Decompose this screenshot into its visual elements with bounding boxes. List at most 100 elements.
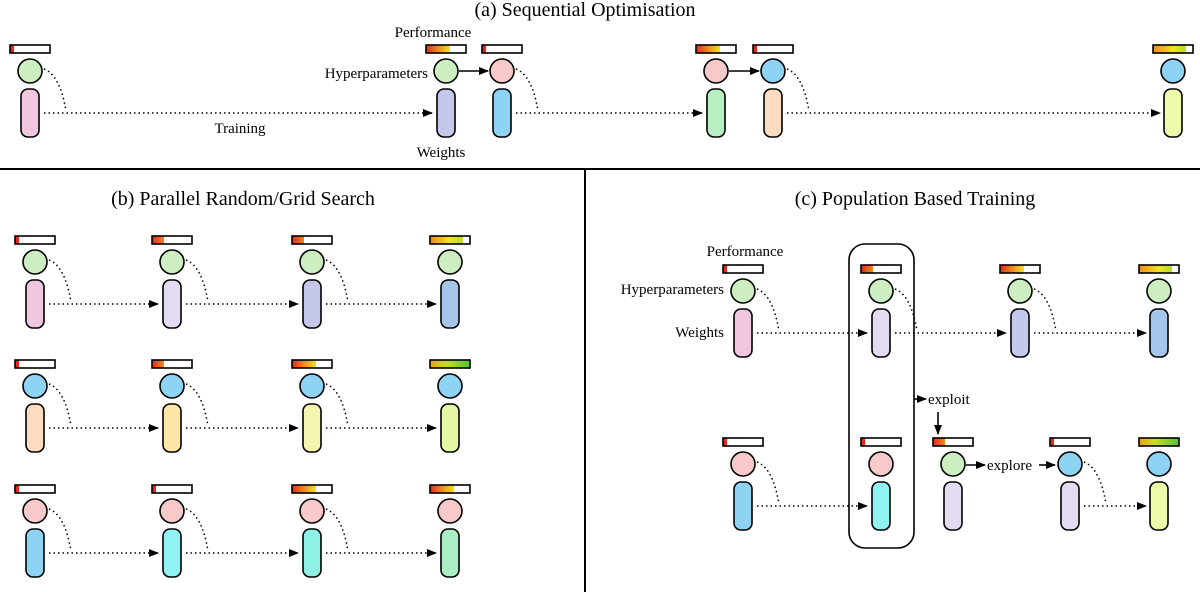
performance-bar — [429, 484, 471, 494]
performance-bar — [425, 44, 467, 54]
weights-node — [943, 481, 963, 531]
hyperparameter-node — [730, 451, 756, 477]
performance-fill — [152, 485, 156, 493]
performance-fill — [723, 265, 727, 273]
performance-fill — [152, 236, 164, 244]
weights-node — [436, 88, 456, 138]
explore-label: explore — [987, 458, 1032, 474]
performance-bar — [14, 235, 56, 245]
performance-bar — [1152, 44, 1194, 54]
performance-fill — [1050, 438, 1054, 446]
performance-bar — [151, 359, 193, 369]
performance-bar — [1138, 437, 1180, 447]
performance-fill — [1000, 265, 1024, 273]
hyperparameter-influence-curve — [185, 259, 209, 303]
performance-bar — [429, 359, 471, 369]
hyperparameter-influence-curve — [515, 68, 539, 112]
performance-bar — [999, 264, 1041, 274]
hyperparameter-influence-curve — [185, 508, 209, 552]
hyperparameter-influence-curve — [786, 68, 810, 112]
hyperparameter-node — [868, 278, 894, 304]
weights-node — [733, 308, 753, 358]
hyperparameter-node — [17, 58, 43, 84]
hyperparameter-node — [433, 58, 459, 84]
hyperparameter-node — [22, 249, 48, 275]
hyperparameter-node — [299, 498, 325, 524]
panel-c-title: (c) Population Based Training — [795, 188, 1036, 210]
weights-node — [763, 88, 783, 138]
hyperparameter-influence-curve — [1033, 288, 1057, 332]
weights-node — [706, 88, 726, 138]
performance-fill — [10, 45, 14, 53]
performance-bar — [291, 235, 333, 245]
performance-fill — [292, 485, 316, 493]
panel-c-weights-label: Weights — [675, 325, 724, 341]
hyperparameter-influence-curve — [1083, 461, 1107, 505]
weights-node — [1010, 308, 1030, 358]
hyperparameter-influence-curve — [756, 461, 780, 505]
weights-node — [20, 88, 40, 138]
hyperparameter-node — [1146, 451, 1172, 477]
panel-a-weights-label: Weights — [417, 145, 466, 161]
weights-node — [733, 481, 753, 531]
hyperparameter-node — [1007, 278, 1033, 304]
weights-node — [1060, 481, 1080, 531]
weights-node — [162, 528, 182, 578]
performance-fill — [482, 45, 486, 53]
weights-node — [1149, 308, 1169, 358]
panel-b-title: (b) Parallel Random/Grid Search — [111, 188, 375, 210]
hyperparameter-node — [437, 249, 463, 275]
performance-bar — [752, 44, 794, 54]
performance-fill — [861, 438, 865, 446]
weights-node — [162, 403, 182, 453]
weights-node — [492, 88, 512, 138]
panel-a-hyperparameters-label: Hyperparameters — [325, 66, 428, 82]
weights-node — [871, 308, 891, 358]
hyperparameter-node — [22, 498, 48, 524]
performance-bar — [1138, 264, 1180, 274]
performance-bar — [860, 264, 902, 274]
performance-fill — [933, 438, 945, 446]
performance-fill — [152, 360, 164, 368]
hyperparameter-node — [159, 373, 185, 399]
weights-node — [25, 279, 45, 329]
exploit-label: exploit — [928, 392, 970, 408]
performance-fill — [696, 45, 720, 53]
hyperparameter-influence-curve — [185, 383, 209, 427]
performance-fill — [1139, 265, 1172, 273]
panel-a-title: (a) Sequential Optimisation — [474, 0, 695, 21]
performance-fill — [292, 360, 316, 368]
weights-node — [302, 279, 322, 329]
hyperparameter-node — [22, 373, 48, 399]
performance-fill — [1153, 45, 1186, 53]
hyperparameter-influence-curve — [325, 508, 349, 552]
hyperparameter-influence-curve — [894, 288, 918, 332]
hyperparameter-node — [760, 58, 786, 84]
hyperparameter-node — [437, 498, 463, 524]
performance-bar — [14, 359, 56, 369]
weights-node — [1149, 481, 1169, 531]
weights-node — [25, 403, 45, 453]
hyperparameter-node — [437, 373, 463, 399]
performance-bar — [1049, 437, 1091, 447]
hyperparameter-node — [868, 451, 894, 477]
exploit-selection-frame — [848, 243, 915, 549]
performance-bar — [151, 235, 193, 245]
hyperparameter-influence-curve — [43, 68, 67, 112]
performance-bar — [9, 44, 51, 54]
performance-bar — [429, 235, 471, 245]
hyperparameter-influence-curve — [48, 383, 72, 427]
weights-node — [302, 403, 322, 453]
performance-fill — [1139, 438, 1179, 446]
hyperparameter-node — [159, 249, 185, 275]
performance-bar — [860, 437, 902, 447]
hyperparameter-node — [703, 58, 729, 84]
performance-fill — [426, 45, 450, 53]
hyperparameter-node — [940, 451, 966, 477]
performance-fill — [723, 438, 727, 446]
hyperparameter-influence-curve — [325, 383, 349, 427]
weights-node — [162, 279, 182, 329]
performance-fill — [861, 265, 873, 273]
weights-node — [440, 403, 460, 453]
